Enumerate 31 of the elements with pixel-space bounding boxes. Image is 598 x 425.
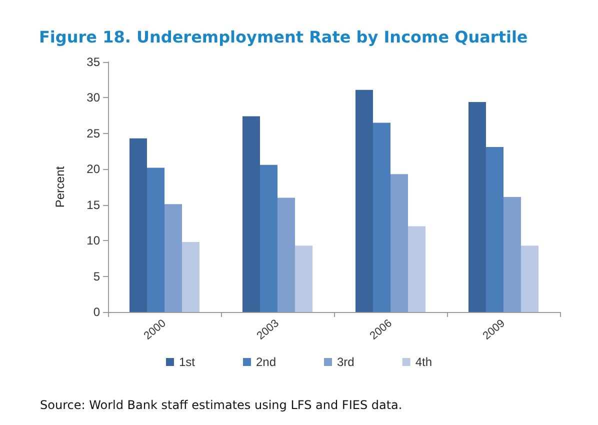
y-tick-label: 30 bbox=[86, 90, 100, 105]
legend-label: 3rd bbox=[337, 355, 354, 369]
bar bbox=[242, 116, 260, 312]
bar bbox=[408, 226, 426, 312]
bar bbox=[164, 204, 182, 312]
legend-label: 1st bbox=[178, 355, 196, 369]
bar bbox=[468, 102, 486, 312]
bar bbox=[295, 246, 313, 312]
y-tick-label: 35 bbox=[86, 55, 100, 69]
bar bbox=[182, 242, 200, 312]
bar bbox=[486, 147, 504, 312]
y-tick-label: 15 bbox=[86, 198, 100, 212]
y-tick-label: 20 bbox=[86, 162, 100, 176]
y-axis-title: Percent bbox=[53, 166, 67, 208]
bar bbox=[390, 174, 408, 312]
bar bbox=[504, 197, 522, 312]
bar bbox=[146, 168, 164, 312]
chart-title: Figure 18. Underemployment Rate by Income Quartile bbox=[39, 28, 528, 46]
y-tick-label: 0 bbox=[93, 305, 100, 319]
y-tick-label: 10 bbox=[86, 234, 100, 248]
bar bbox=[372, 122, 390, 312]
bar bbox=[129, 138, 147, 312]
bar bbox=[521, 246, 539, 312]
y-tick-label: 5 bbox=[93, 269, 100, 284]
legend-label: 4th bbox=[415, 355, 432, 369]
bar bbox=[260, 164, 278, 312]
bar bbox=[355, 90, 373, 312]
y-tick-label: 25 bbox=[86, 126, 100, 140]
legend-label: 2nd bbox=[256, 355, 276, 369]
bar bbox=[278, 198, 296, 312]
source-note: Source: World Bank staff estimates using LFS and FIES data. bbox=[40, 398, 402, 412]
